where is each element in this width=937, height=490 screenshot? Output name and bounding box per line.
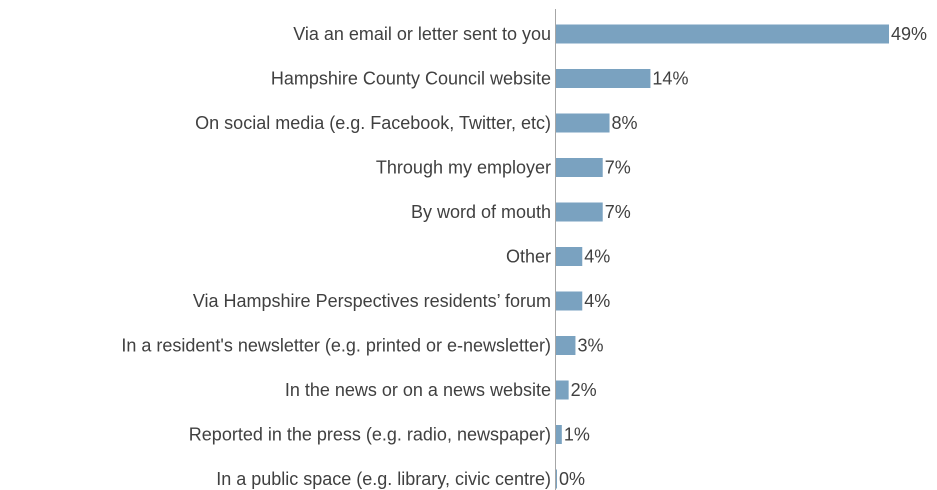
bar-6 [555,247,583,266]
data-label-5: 7% [605,202,631,222]
data-label-11: 0% [559,469,585,489]
bar-1 [555,24,889,44]
data-label-7: 4% [584,291,610,311]
category-label-9: In the news or on a news website [285,380,551,400]
data-label-9: 2% [571,380,597,400]
data-label-1: 49% [891,24,927,44]
data-labels-layer: 49% 14% 8% 7% 7% 4% 4% 3% 2% 1% 0% [559,24,927,489]
bar-8 [555,336,576,355]
category-label-8: In a resident's newsletter (e.g. printed… [121,336,551,356]
category-labels-layer: Via an email or letter sent to you Hampsh… [121,24,551,489]
bar-3 [555,113,610,133]
bar-9 [555,380,569,400]
bar-4 [555,158,603,177]
bar-2 [555,69,651,88]
category-label-11: In a public space (e.g. library, civic c… [216,469,551,489]
data-label-6: 4% [584,247,610,267]
data-label-3: 8% [612,113,638,133]
category-label-2: Hampshire County Council website [271,69,551,89]
bar-10 [555,425,562,444]
category-label-5: By word of mouth [411,202,551,222]
bar-5 [555,202,603,222]
data-label-2: 14% [652,69,688,89]
data-label-10: 1% [564,425,590,445]
category-label-3: On social media (e.g. Facebook, Twitter,… [195,113,551,133]
bar-7 [555,291,583,311]
category-label-1: Via an email or letter sent to you [293,24,551,44]
bars-layer [555,24,889,489]
category-label-6: Other [506,247,551,267]
category-label-7: Via Hampshire Perspectives residents’ fo… [193,291,551,311]
data-label-4: 7% [605,158,631,178]
category-label-4: Through my employer [376,158,551,178]
data-label-8: 3% [577,336,603,356]
category-label-10: Reported in the press (e.g. radio, newsp… [189,425,551,445]
